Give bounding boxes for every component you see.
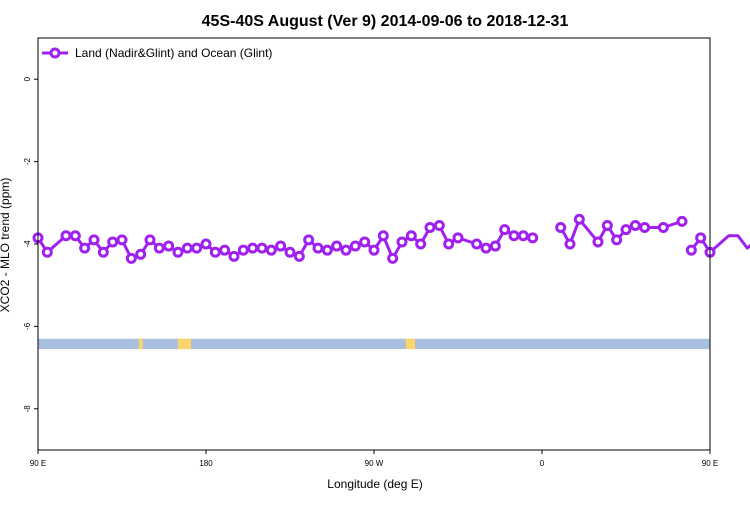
data-point (349, 240, 361, 252)
data-point (181, 242, 193, 254)
x-tick-label: 180 (199, 459, 213, 468)
data-point (452, 232, 464, 244)
data-point (396, 236, 408, 248)
data-point (79, 242, 91, 254)
data-point (41, 246, 53, 258)
data-point (60, 230, 72, 242)
y-tick-label: -2 (23, 157, 32, 165)
axis-layer: 90 E 180 90 W 0 90 E 0 -2 -4 -6 -8 (23, 76, 718, 468)
data-point (219, 244, 231, 256)
chart-title: 45S-40S August (Ver 9) 2014-09-06 to 201… (202, 13, 569, 30)
data-point (321, 244, 333, 256)
data-point (695, 232, 707, 244)
data-point (629, 219, 641, 231)
legend-label: Land (Nadir&Glint) and Ocean (Glint) (75, 46, 272, 60)
data-point (573, 213, 585, 225)
data-point (499, 224, 511, 236)
data-point (237, 244, 249, 256)
data-point (340, 244, 352, 256)
data-point (620, 224, 632, 236)
data-point (172, 246, 184, 258)
y-tick-label: -8 (23, 405, 32, 413)
data-point (471, 238, 483, 250)
data-point (69, 230, 81, 242)
data-point (331, 240, 343, 252)
x-tick-label: 90 E (702, 459, 718, 468)
data-point (415, 238, 427, 250)
data-point (527, 232, 539, 244)
series-layer (32, 213, 750, 264)
data-point (116, 234, 128, 246)
y-axis-label: XCO2 - MLO trend (ppm) (0, 178, 12, 313)
land-ocean-strip (38, 338, 710, 350)
data-point (107, 236, 119, 248)
data-point (200, 238, 212, 250)
data-point (601, 219, 613, 231)
series-line (690, 234, 750, 254)
data-point (359, 236, 371, 248)
data-point (433, 219, 445, 231)
x-tick-label: 90 E (30, 459, 46, 468)
data-point (405, 230, 417, 242)
data-point (564, 238, 576, 250)
data-point (88, 234, 100, 246)
data-point (312, 242, 324, 254)
data-point (611, 234, 623, 246)
ocean-band (38, 338, 710, 350)
data-point (555, 222, 567, 234)
data-point (517, 230, 529, 242)
land-patch (178, 338, 192, 350)
data-point (163, 240, 175, 252)
data-point (265, 244, 277, 256)
data-point (97, 246, 109, 258)
data-point (275, 240, 287, 252)
data-point (209, 246, 221, 258)
data-point (657, 222, 669, 234)
data-point (377, 230, 389, 242)
data-point (293, 250, 305, 262)
legend: Land (Nadir&Glint) and Ocean (Glint) (42, 46, 272, 60)
data-point (676, 215, 688, 227)
x-axis-label: Longitude (deg E) (327, 477, 422, 491)
data-point (303, 234, 315, 246)
legend-marker (49, 47, 61, 59)
plot-frame (37, 37, 711, 451)
data-point (228, 250, 240, 262)
data-point (639, 222, 651, 234)
data-point (125, 252, 137, 264)
data-point (508, 230, 520, 242)
y-tick-label: -4 (23, 240, 32, 248)
data-point (592, 236, 604, 248)
y-tick-label: 0 (23, 76, 32, 81)
x-tick-label: 0 (540, 459, 545, 468)
data-point (153, 242, 165, 254)
data-point (387, 252, 399, 264)
data-point (489, 240, 501, 252)
data-point (480, 242, 492, 254)
series-line (36, 224, 534, 260)
data-point (685, 244, 697, 256)
land-patch (138, 338, 143, 350)
data-point (191, 242, 203, 254)
land-patch (405, 338, 416, 350)
data-point (247, 242, 259, 254)
data-point (284, 246, 296, 258)
data-point (135, 248, 147, 260)
x-tick-label: 90 W (365, 459, 384, 468)
data-point (424, 222, 436, 234)
data-point (144, 234, 156, 246)
data-point (443, 238, 455, 250)
data-point (368, 244, 380, 256)
data-point (256, 242, 268, 254)
y-tick-label: -6 (23, 322, 32, 330)
